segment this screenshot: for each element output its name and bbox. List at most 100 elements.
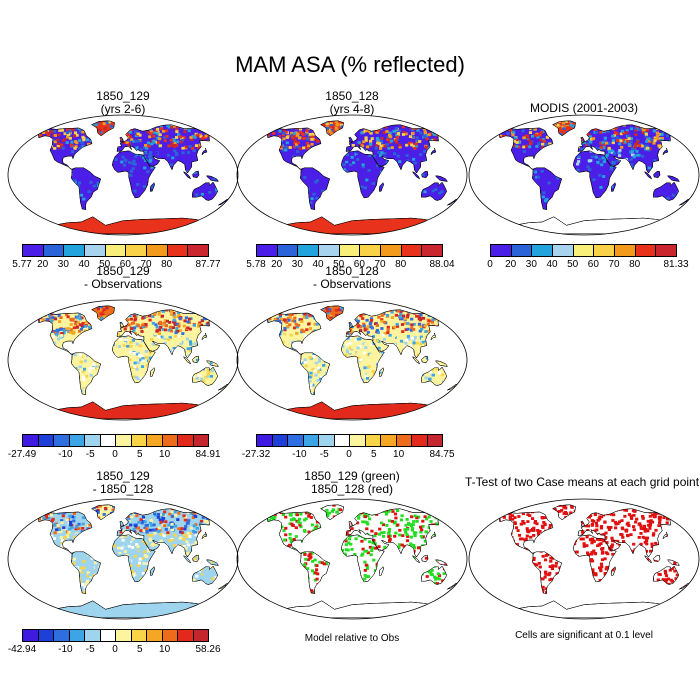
panel-1-title: 1850_129 (yrs 2-6) (5, 90, 241, 116)
colorbar-box (380, 434, 397, 447)
colorbar-box (22, 629, 39, 642)
map-panel-5 (236, 299, 468, 421)
continent-antarctica (39, 600, 208, 619)
panel-7-title-line1: 1850_129 (green) (304, 469, 400, 483)
colorbar-panel-3: 0 20 30 40 50 60 70 80 81.33 (487, 244, 689, 270)
panel-2-title-line1: 1850_128 (325, 89, 379, 103)
panel-1-title-line1: 1850_129 (96, 89, 150, 103)
continent-japan (430, 148, 437, 156)
colorbar-tick-label: 10 (393, 449, 405, 460)
colorbar-box (130, 629, 147, 642)
colorbar-box (531, 244, 553, 257)
colorbar-panel-4: -27.49 -10 -5 0 5 10 84.91 (8, 434, 221, 460)
colorbar-box (146, 244, 168, 257)
colorbar-box (634, 244, 657, 257)
colorbar-box (421, 244, 443, 257)
colorbar-panel-5: -27.32 -10 -5 0 5 10 84.75 (242, 434, 455, 460)
colorbar-tick-label: 10 (159, 644, 171, 655)
map-panel-8 (468, 498, 700, 620)
continent-antarctica (268, 401, 437, 420)
map-panel-3 (468, 114, 700, 236)
colorbar-tick-label: 5 (371, 449, 377, 460)
map-border (7, 299, 239, 421)
colorbar-tick-label: 88.04 (429, 259, 455, 270)
colorbar-box (84, 434, 101, 447)
map-border (468, 114, 700, 236)
colorbar-tick-label: -10 (58, 644, 73, 655)
panel-6-title-line1: 1850_129 (96, 469, 150, 483)
colorbar-box (99, 434, 116, 447)
panel-1-title-line2: (yrs 2-6) (100, 102, 146, 116)
colorbar-tick-label: 60 (587, 259, 599, 270)
colorbar-box (297, 244, 319, 257)
colorbar-box (318, 244, 340, 257)
colorbar-box (161, 629, 178, 642)
map-border (236, 299, 468, 421)
panel-6-title-line2: - 1850_128 (92, 482, 154, 496)
colorbar-tick-label: -10 (58, 449, 73, 460)
continent-antarctica (39, 401, 208, 420)
panel-5-title: 1850_128 - Observations (234, 265, 470, 291)
colorbar-tick-label: 30 (291, 259, 303, 270)
colorbar-tick-label: 50 (333, 259, 345, 270)
colorbar-box (552, 244, 574, 257)
continent-japan (201, 148, 208, 156)
continent-antarctica (268, 216, 437, 235)
panel-3-title: MODIS (2001-2003) (466, 102, 700, 115)
panel-3-title-line1: MODIS (2001-2003) (529, 101, 639, 115)
colorbar-box (276, 244, 299, 257)
colorbar-box (349, 434, 366, 447)
colorbar-tick-label: 40 (78, 259, 90, 270)
colorbar-box (395, 434, 412, 447)
colorbar-tick-label: -10 (292, 449, 307, 460)
map-border (236, 498, 468, 620)
panel-8-title-line1: T-Test of two Case means at each grid po… (464, 475, 700, 489)
colorbar-box (68, 434, 85, 447)
colorbar-box (287, 434, 304, 447)
colorbar-box (63, 244, 85, 257)
colorbar-box (426, 434, 443, 447)
colorbar-box (380, 244, 402, 257)
colorbar-tick-label: -5 (85, 449, 95, 460)
colorbar-box (161, 434, 178, 447)
colorbar-tick-label: -5 (85, 644, 95, 655)
colorbar-tick-label: 70 (140, 259, 152, 270)
colorbar-box (37, 629, 54, 642)
colorbar-box (338, 244, 361, 257)
colorbar-box (53, 434, 70, 447)
colorbar-box (510, 244, 533, 257)
colorbar-tick-label: 70 (374, 259, 386, 270)
colorbar-box (22, 244, 44, 257)
colorbar-box (99, 629, 116, 642)
panel-5-title-line2: - Observations (312, 277, 392, 291)
colorbar-tick-label: 80 (395, 259, 407, 270)
colorbar-box (42, 244, 65, 257)
colorbar-tick-label: 50 (99, 259, 111, 270)
colorbar-tick-label: 40 (546, 259, 558, 270)
colorbar-box (104, 244, 127, 257)
map-border (7, 498, 239, 620)
colorbar-box (359, 244, 381, 257)
colorbar-tick-label: 60 (119, 259, 131, 270)
colorbar-box (302, 434, 319, 447)
colorbar-box (490, 244, 512, 257)
note-model-relative: Model relative to Obs (304, 633, 400, 644)
colorbar-tick-label: -27.49 (7, 449, 37, 460)
colorbar-box (364, 434, 381, 447)
colorbar-box (84, 629, 101, 642)
continent-japan (662, 532, 669, 540)
colorbar-box (146, 434, 163, 447)
map-border (236, 114, 468, 236)
colorbar-tick-label: 87.77 (195, 259, 221, 270)
colorbar-tick-label: 84.91 (195, 449, 221, 460)
colorbar-panel-6: -42.94 -10 -5 0 5 10 58.26 (8, 629, 221, 655)
note-significance: Cells are significant at 0.1 level (515, 630, 653, 641)
colorbar-tick-label: 20 (271, 259, 283, 270)
colorbar-box (593, 244, 615, 257)
colorbar-box (256, 434, 273, 447)
colorbar-tick-label: 5.78 (246, 259, 266, 270)
colorbar-box (130, 434, 147, 447)
colorbar-panel-1: 5.77 20 30 40 50 60 70 80 87.77 (12, 244, 221, 270)
colorbar-box (411, 434, 428, 447)
continent-antarctica (39, 216, 208, 235)
